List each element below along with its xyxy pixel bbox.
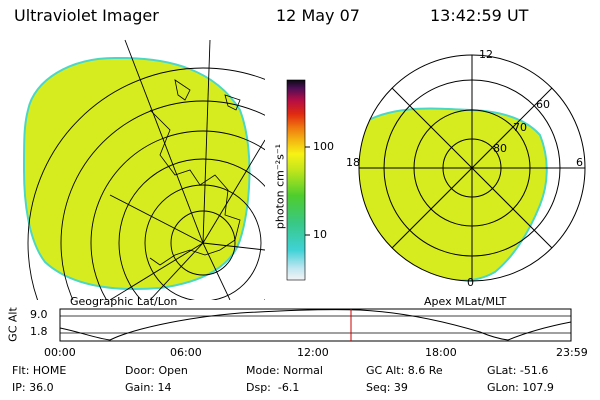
time-axis-tick: 00:00: [44, 346, 76, 359]
lat-lon-grid: [27, 39, 265, 300]
geographic-image: [22, 39, 265, 300]
mlt-label-6: 6: [576, 156, 583, 169]
time-axis-tick: 12:00: [297, 346, 329, 359]
mlt-label-12: 12: [479, 48, 493, 61]
auroral-emission-right: [359, 107, 548, 281]
date-label: 12 May 07: [276, 6, 360, 25]
mlat-mlt-polar-plot: [358, 54, 586, 282]
color-bar: [286, 79, 310, 281]
time-axis-tick: 18:00: [425, 346, 457, 359]
mlat-label-70: 70: [513, 121, 527, 134]
mlat-label-80: 80: [493, 142, 507, 155]
status-gain: Gain: 14: [125, 381, 172, 394]
left-image-caption: Geographic Lat/Lon: [70, 295, 178, 308]
colorbar-unit-label: photon cm⁻²s⁻¹: [273, 143, 287, 230]
status-glat: GLat: -51.6: [487, 364, 549, 377]
altitude-ytick-mid: 1.8: [30, 325, 48, 338]
status-flt: Flt: HOME: [12, 364, 67, 377]
app-title: Ultraviolet Imager: [14, 6, 159, 25]
altitude-plot: [59, 308, 572, 342]
time-axis-tick: 23:59: [556, 346, 588, 359]
status-ip: IP: 36.0: [12, 381, 54, 394]
status-door: Door: Open: [125, 364, 188, 377]
status-gc-alt: GC Alt: 8.6 Re: [366, 364, 443, 377]
status-seq: Seq: 39: [366, 381, 408, 394]
status-glon: GLon: 107.9: [487, 381, 554, 394]
colorbar-tick-10: 10: [313, 228, 327, 241]
mlt-label-18: 18: [346, 156, 360, 169]
auroral-emission-left: [22, 56, 251, 291]
time-label: 13:42:59 UT: [430, 6, 529, 25]
altitude-curve: [59, 309, 572, 341]
colorbar-tick-100: 100: [313, 140, 334, 153]
status-mode: Mode: Normal: [246, 364, 323, 377]
time-axis-tick: 06:00: [170, 346, 202, 359]
mlt-label-0: 0: [467, 276, 474, 289]
mlat-label-60: 60: [536, 98, 550, 111]
altitude-ytick-top: 9.0: [30, 308, 48, 321]
altitude-ylabel: GC Alt: [6, 307, 20, 342]
right-image-caption: Apex MLat/MLT: [424, 295, 507, 308]
status-dsp: Dsp: -6.1: [246, 381, 300, 394]
